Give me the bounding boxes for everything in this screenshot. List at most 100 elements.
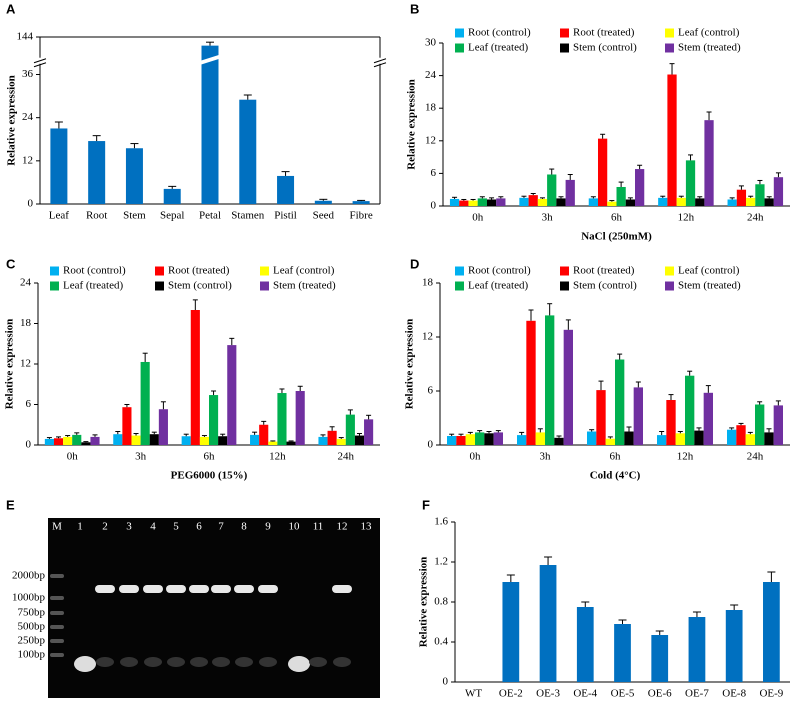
lane-label: 9 — [265, 521, 271, 533]
bar — [113, 434, 123, 445]
y-tick-label: 18 — [20, 317, 32, 329]
x-tick-label: Fibre — [349, 210, 372, 222]
bar — [688, 617, 706, 682]
bar — [657, 435, 667, 445]
bar — [727, 199, 737, 206]
legend-swatch — [155, 266, 164, 276]
y-tick-label: 6 — [431, 167, 437, 179]
primer-smear — [309, 657, 327, 667]
panel-label: F — [422, 497, 430, 512]
legend-label: Root (treated) — [573, 265, 635, 277]
primer-smear — [259, 657, 277, 667]
bar — [565, 179, 575, 206]
ladder-band — [50, 625, 64, 629]
x-tick-label: 3h — [540, 451, 552, 463]
legend-label: Stem (control) — [168, 280, 232, 292]
y-axis-label: Relative expression — [4, 319, 16, 410]
legend-label: Leaf (treated) — [468, 42, 528, 54]
bar — [736, 425, 746, 445]
bar — [268, 441, 278, 445]
legend-swatch — [50, 281, 59, 291]
bar — [181, 436, 191, 445]
bar — [587, 431, 597, 445]
bar — [694, 430, 704, 445]
bar — [50, 128, 68, 204]
lane-label: 7 — [218, 521, 224, 533]
y-tick-label: 24 — [22, 111, 34, 123]
ladder-band — [50, 611, 64, 615]
bar — [158, 409, 168, 445]
legend-label: Stem (control) — [573, 42, 637, 54]
y-tick-label: 1.2 — [434, 556, 448, 568]
bar — [81, 442, 91, 445]
bar — [605, 438, 615, 445]
x-tick-label: Sepal — [160, 210, 184, 222]
x-tick-label: 24h — [747, 212, 764, 224]
x-tick-label: Stamen — [231, 210, 264, 222]
lane-label: 2 — [102, 521, 108, 533]
y-tick-label: 30 — [425, 37, 437, 49]
bar — [459, 200, 469, 206]
x-tick-label: 3h — [135, 451, 147, 463]
bar — [140, 361, 150, 445]
bar — [496, 198, 506, 206]
legend-label: Stem (treated) — [678, 42, 741, 54]
lane-label: 4 — [150, 521, 156, 533]
bar — [72, 434, 82, 445]
bar — [545, 315, 555, 445]
bar — [53, 438, 64, 445]
legend-label: Stem (treated) — [273, 280, 336, 292]
bar — [633, 387, 643, 445]
bar — [286, 441, 296, 445]
bar — [547, 174, 557, 206]
legend-swatch — [665, 266, 674, 276]
bar — [616, 186, 626, 206]
ladder-label: 1000bp — [12, 592, 46, 604]
bar — [554, 437, 564, 445]
x-tick-label: WT — [465, 688, 482, 700]
bar — [199, 436, 209, 445]
x-tick-label: OE-8 — [722, 688, 746, 700]
ladder-band — [50, 574, 64, 578]
ladder-label: 750bp — [18, 607, 46, 619]
y-tick-label: 0.8 — [434, 596, 448, 608]
x-tick-label: 24h — [338, 451, 355, 463]
bar — [190, 310, 200, 445]
bar — [764, 432, 774, 445]
y-axis-label: Relative expression — [404, 319, 416, 410]
legend-label: Root (control) — [468, 265, 531, 277]
lane-label: 6 — [196, 521, 202, 533]
y-tick-label: 6 — [26, 398, 32, 410]
panel-label: B — [410, 1, 419, 16]
bar — [502, 582, 520, 682]
bar — [615, 359, 625, 445]
y-tick-label: 12 — [22, 154, 33, 166]
bar — [773, 405, 783, 445]
lane-label: 13 — [361, 521, 373, 533]
legend-swatch — [155, 281, 164, 291]
primer-smear — [235, 657, 253, 667]
legend-swatch — [455, 266, 464, 276]
x-tick-label: 6h — [611, 212, 623, 224]
y-tick-label: 1.6 — [434, 516, 448, 528]
x-axis-label: NaCl (250mM) — [581, 231, 652, 243]
bar — [624, 431, 634, 445]
dna-band — [332, 585, 352, 593]
bar — [125, 148, 143, 204]
y-tick-label: 12 — [422, 331, 433, 343]
x-tick-label: 6h — [610, 451, 622, 463]
bar — [336, 438, 346, 445]
bar — [576, 607, 594, 682]
bar — [651, 635, 669, 682]
bar — [563, 329, 573, 445]
bar — [259, 424, 269, 445]
bar — [493, 432, 503, 445]
axis-break-mark — [33, 62, 47, 68]
bar — [625, 199, 636, 206]
lane-label: 11 — [313, 521, 324, 533]
x-tick-label: OE-3 — [536, 688, 560, 700]
bar — [468, 200, 478, 206]
y-tick-label: 12 — [20, 358, 31, 370]
y-tick-label: 36 — [22, 68, 34, 80]
legend-swatch — [455, 281, 464, 291]
